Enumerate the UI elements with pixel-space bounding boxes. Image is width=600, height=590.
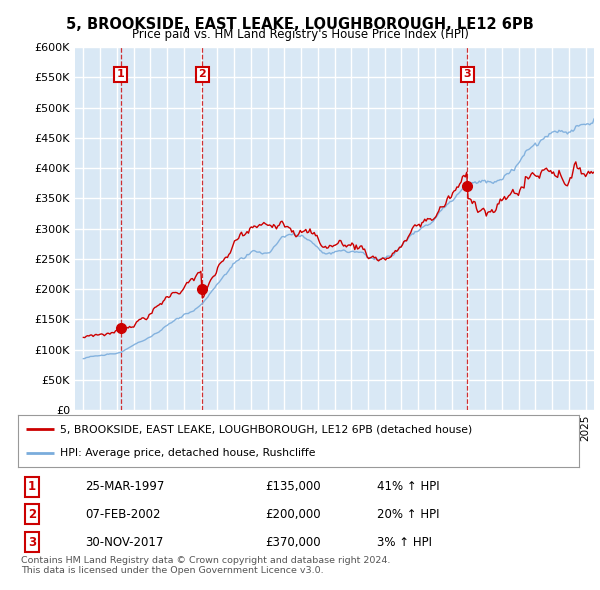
Text: 2: 2 xyxy=(199,70,206,80)
Text: £200,000: £200,000 xyxy=(265,507,320,520)
Text: 30-NOV-2017: 30-NOV-2017 xyxy=(85,536,164,549)
Text: 5, BROOKSIDE, EAST LEAKE, LOUGHBOROUGH, LE12 6PB (detached house): 5, BROOKSIDE, EAST LEAKE, LOUGHBOROUGH, … xyxy=(60,424,472,434)
Text: 20% ↑ HPI: 20% ↑ HPI xyxy=(377,507,440,520)
Text: 3% ↑ HPI: 3% ↑ HPI xyxy=(377,536,432,549)
Text: 1: 1 xyxy=(117,70,125,80)
Text: 25-MAR-1997: 25-MAR-1997 xyxy=(85,480,164,493)
Text: £135,000: £135,000 xyxy=(265,480,320,493)
Text: 5, BROOKSIDE, EAST LEAKE, LOUGHBOROUGH, LE12 6PB: 5, BROOKSIDE, EAST LEAKE, LOUGHBOROUGH, … xyxy=(66,17,534,31)
Text: 41% ↑ HPI: 41% ↑ HPI xyxy=(377,480,440,493)
Text: 2: 2 xyxy=(28,507,36,520)
Text: HPI: Average price, detached house, Rushcliffe: HPI: Average price, detached house, Rush… xyxy=(60,448,316,458)
Text: Price paid vs. HM Land Registry's House Price Index (HPI): Price paid vs. HM Land Registry's House … xyxy=(131,28,469,41)
Text: 3: 3 xyxy=(28,536,36,549)
Text: £370,000: £370,000 xyxy=(265,536,320,549)
Text: 07-FEB-2002: 07-FEB-2002 xyxy=(85,507,161,520)
Text: 3: 3 xyxy=(463,70,471,80)
Text: 1: 1 xyxy=(28,480,36,493)
Text: Contains HM Land Registry data © Crown copyright and database right 2024.
This d: Contains HM Land Registry data © Crown c… xyxy=(21,556,391,575)
